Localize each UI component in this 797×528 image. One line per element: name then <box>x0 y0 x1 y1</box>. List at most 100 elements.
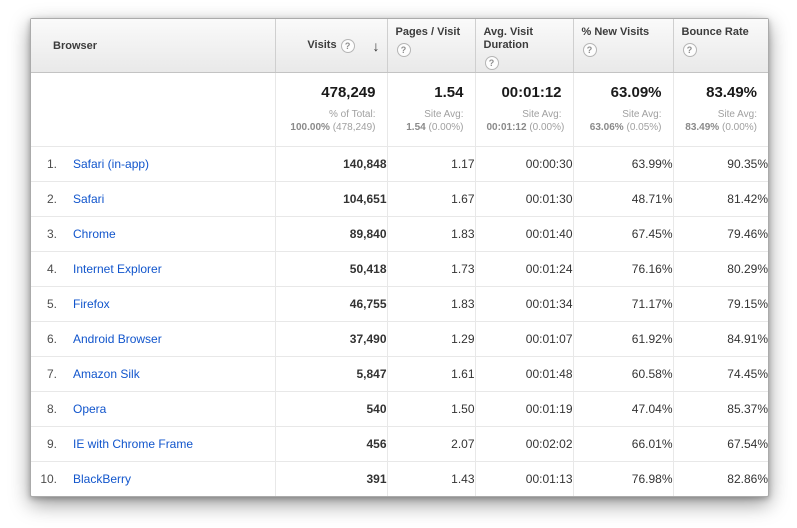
summary-new-visits-value: 63.09% <box>610 84 662 101</box>
column-header-pages-per-visit[interactable]: Pages / Visit ? <box>386 19 475 73</box>
avg-visit-duration-value: 00:01:07 <box>474 321 573 357</box>
browser-link[interactable]: Firefox <box>73 297 110 311</box>
summary-sub-label: % of Total: <box>328 109 376 120</box>
pages-per-visit-value: 1.17 <box>386 146 475 182</box>
column-header-visits[interactable]: Visits? ↓ <box>274 19 387 73</box>
column-header-new-visits[interactable]: % New Visits ? <box>572 19 673 73</box>
bounce-rate-value: 85.37% <box>672 391 768 427</box>
browser-cell: 6. Android Browser <box>31 321 275 357</box>
summary-sub-value: 1.54 (0.00%) <box>406 122 464 133</box>
bounce-rate-value: 81.42% <box>672 181 768 217</box>
row-rank: 7. <box>46 367 57 381</box>
new-visits-value: 63.99% <box>572 146 673 182</box>
summary-new-visits: 63.09% Site Avg: 63.06% (0.05%) <box>572 72 673 147</box>
row-rank: 2. <box>46 192 57 206</box>
summary-sub-label: Site Avg: <box>522 109 562 120</box>
visits-value: 104,651 <box>274 181 387 217</box>
help-icon[interactable]: ? <box>396 43 411 57</box>
pages-per-visit-value: 1.67 <box>386 181 475 217</box>
browser-link[interactable]: Internet Explorer <box>73 262 162 276</box>
new-visits-value: 76.16% <box>572 251 673 287</box>
pages-per-visit-value: 1.83 <box>386 216 475 252</box>
column-header-avg-visit-duration[interactable]: Avg. Visit Duration ? <box>474 19 573 73</box>
new-visits-value: 60.58% <box>572 356 673 392</box>
summary-empty-cell <box>31 73 275 147</box>
help-icon[interactable]: ? <box>682 43 697 57</box>
row-rank: 8. <box>46 402 57 416</box>
visits-value: 89,840 <box>274 216 387 252</box>
help-icon[interactable]: ? <box>340 38 355 53</box>
visits-value: 391 <box>274 461 387 496</box>
visits-value: 46,755 <box>274 286 387 322</box>
browser-column-label: Browser <box>53 39 98 52</box>
browser-cell: 5. Firefox <box>31 286 275 322</box>
browser-link[interactable]: Amazon Silk <box>73 367 140 381</box>
table-row: 3. Chrome 89,840 1.83 00:01:40 67.45% 79.… <box>31 216 768 252</box>
pages-per-visit-value: 2.07 <box>386 426 475 462</box>
summary-avg-visit-duration: 00:01:12 Site Avg: 00:01:12 (0.00%) <box>474 72 573 147</box>
new-visits-value: 48.71% <box>572 181 673 217</box>
bounce-rate-value: 82.86% <box>672 461 768 496</box>
browser-cell: 8. Opera <box>31 391 275 427</box>
summary-visits-subtext: % of Total: 100.00% (478,249) <box>287 108 376 134</box>
row-rank: 1. <box>46 157 57 171</box>
summary-bounce-rate: 83.49% Site Avg: 83.49% (0.00%) <box>672 72 768 147</box>
avg-visit-duration-value: 00:01:34 <box>474 286 573 322</box>
summary-pages-value: 1.54 <box>434 84 464 101</box>
visits-value: 456 <box>274 426 387 462</box>
row-rank: 9. <box>46 437 57 451</box>
row-rank: 3. <box>46 227 57 241</box>
visits-value: 50,418 <box>274 251 387 287</box>
avg-visit-duration-value: 00:01:24 <box>474 251 573 287</box>
table-header-row: Browser Visits? ↓ Pages / Visit ? Avg. V… <box>31 19 768 73</box>
summary-visits: 478,249 % of Total: 100.00% (478,249) <box>274 72 387 147</box>
bounce-rate-value: 80.29% <box>672 251 768 287</box>
pages-per-visit-value: 1.50 <box>386 391 475 427</box>
sort-descending-icon[interactable]: ↓ <box>372 37 380 54</box>
column-header-bounce-rate[interactable]: Bounce Rate ? <box>672 19 768 73</box>
new-visits-value: 61.92% <box>572 321 673 357</box>
avg-visit-duration-value: 00:02:02 <box>474 426 573 462</box>
bounce-rate-value: 90.35% <box>672 146 768 182</box>
new-visits-value: 76.98% <box>572 461 673 496</box>
summary-sub-value: 63.06% (0.05%) <box>589 122 662 133</box>
help-icon[interactable]: ? <box>582 43 597 57</box>
summary-duration-value: 00:01:12 <box>501 84 562 101</box>
bounce-rate-value: 67.54% <box>672 426 768 462</box>
visits-column-label: Visits <box>307 38 337 51</box>
summary-sub-value: 83.49% (0.00%) <box>685 122 757 133</box>
table-row: 1. Safari (in-app) 140,848 1.17 00:00:30 … <box>31 146 768 182</box>
browser-link[interactable]: BlackBerry <box>73 472 132 486</box>
avg-visit-duration-value: 00:01:30 <box>474 181 573 217</box>
browser-cell: 1. Safari (in-app) <box>31 146 275 182</box>
table-row: 4. Internet Explorer 50,418 1.73 00:01:24… <box>31 251 768 287</box>
help-icon[interactable]: ? <box>484 56 499 70</box>
browser-link[interactable]: IE with Chrome Frame <box>73 437 194 451</box>
browser-cell: 2. Safari <box>31 181 275 217</box>
browser-link[interactable]: Chrome <box>73 227 116 241</box>
summary-sub-label: Site Avg: <box>622 109 662 120</box>
browser-cell: 4. Internet Explorer <box>31 251 275 287</box>
new-visits-column-label: % New Visits <box>581 26 650 38</box>
pages-per-visit-value: 1.29 <box>386 321 475 357</box>
summary-sub-label: Site Avg: <box>424 109 464 120</box>
bounce-rate-value: 84.91% <box>672 321 768 357</box>
pages-per-visit-value: 1.83 <box>386 286 475 322</box>
browser-link[interactable]: Opera <box>73 402 107 416</box>
visits-value: 540 <box>274 391 387 427</box>
visits-value: 5,847 <box>274 356 387 392</box>
column-header-browser[interactable]: Browser <box>31 19 275 73</box>
summary-sub-label: Site Avg: <box>717 109 757 120</box>
summary-bounce-value: 83.49% <box>706 84 757 101</box>
avg-visit-duration-value: 00:00:30 <box>474 146 573 182</box>
avg-visit-duration-value: 00:01:13 <box>474 461 573 496</box>
pages-per-visit-value: 1.43 <box>386 461 475 496</box>
table-row: 5. Firefox 46,755 1.83 00:01:34 71.17% 79… <box>31 286 768 322</box>
new-visits-value: 67.45% <box>572 216 673 252</box>
table-row: 10. BlackBerry 391 1.43 00:01:13 76.98% 8… <box>31 461 768 496</box>
browser-link[interactable]: Android Browser <box>73 332 162 346</box>
table-row: 8. Opera 540 1.50 00:01:19 47.04% 85.37% <box>31 391 768 427</box>
browser-link[interactable]: Safari <box>73 192 105 206</box>
browser-cell: 7. Amazon Silk <box>31 356 275 392</box>
browser-link[interactable]: Safari (in-app) <box>73 157 150 171</box>
